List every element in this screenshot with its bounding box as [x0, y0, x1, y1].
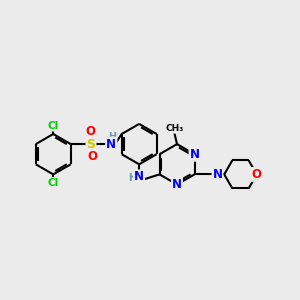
Text: S: S [86, 138, 95, 151]
Text: CH₃: CH₃ [165, 124, 183, 133]
Text: N: N [106, 138, 116, 151]
Text: H: H [109, 132, 117, 142]
Text: Cl: Cl [48, 178, 59, 188]
Text: N: N [190, 148, 200, 161]
Text: O: O [85, 125, 96, 138]
Text: O: O [252, 168, 262, 181]
Text: N: N [172, 178, 182, 191]
Text: O: O [87, 150, 97, 163]
Text: N: N [134, 170, 144, 183]
Text: H: H [128, 173, 136, 183]
Text: Cl: Cl [48, 121, 59, 130]
Text: N: N [212, 168, 223, 181]
